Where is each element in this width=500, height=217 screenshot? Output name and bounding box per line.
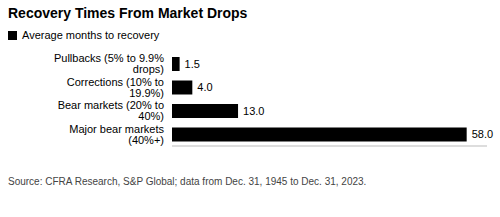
svg-text:58.0: 58.0 <box>472 128 492 140</box>
svg-text:Major bear markets(40%+): Major bear markets(40%+) <box>69 123 164 146</box>
svg-text:4.0: 4.0 <box>197 81 212 93</box>
html-text:Source: CFRA Research, S&P Glo: Source: CFRA Research, S&P Global; data … <box>8 176 367 187</box>
svg-text:Pullbacks (5% to 9.9%drops): Pullbacks (5% to 9.9%drops) <box>54 52 164 75</box>
html-text:Average months to recovery: Average months to recovery <box>22 29 160 41</box>
svg-text:13.0: 13.0 <box>243 105 264 117</box>
svg-text:Bear markets (20% to40%): Bear markets (20% to40%) <box>58 99 164 122</box>
svg-text:Corrections (10% to19.9%): Corrections (10% to19.9%) <box>67 76 164 99</box>
svg-text:1.5: 1.5 <box>185 58 200 70</box>
html-text:Recovery Times From Market Dro: Recovery Times From Market Drops <box>8 5 248 21</box>
